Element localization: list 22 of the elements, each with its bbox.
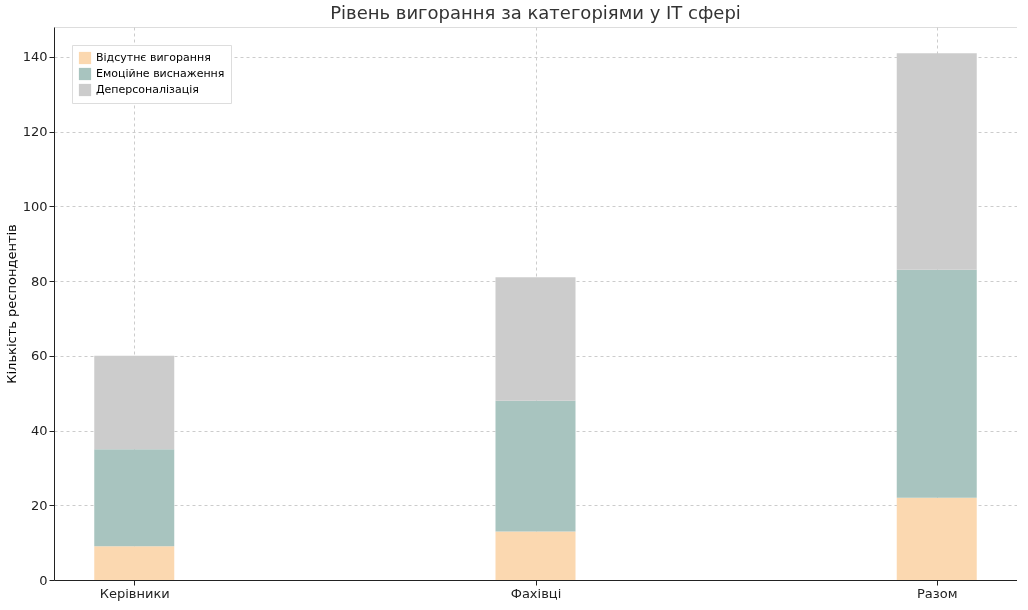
x-tick-label: Разом <box>917 585 958 601</box>
bar <box>495 400 576 532</box>
y-tick-label: 100 <box>22 198 48 214</box>
y-tick-label: 140 <box>22 49 48 65</box>
y-tick-label: 120 <box>22 124 48 140</box>
y-tick-label: 40 <box>30 423 48 439</box>
bar <box>495 531 576 580</box>
x-tick-label: Керівники <box>99 585 170 601</box>
y-tick-label: 80 <box>30 273 48 289</box>
legend-label: Емоційне виснаження <box>96 67 225 80</box>
y-tick-label: 0 <box>39 572 48 588</box>
x-tick-label: Фахівці <box>510 585 562 601</box>
bar <box>896 497 977 580</box>
bar <box>896 269 977 498</box>
chart-title: Рівень вигорання за категоріями у IT сфері <box>330 2 741 23</box>
bar <box>94 449 175 547</box>
bar <box>94 546 175 580</box>
legend-label: Деперсоналізація <box>96 83 199 96</box>
y-axis-title: Кількість респондентів <box>3 224 19 384</box>
y-tick-label: 20 <box>30 497 48 513</box>
legend-label: Відсутнє вигорання <box>96 51 211 64</box>
y-tick-label: 60 <box>30 348 48 364</box>
